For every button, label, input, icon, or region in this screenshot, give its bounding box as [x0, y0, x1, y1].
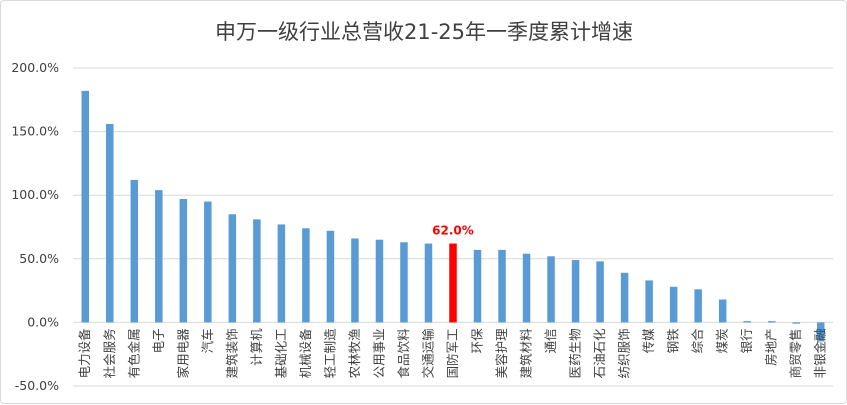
y-axis-ticks: -50.0% 0.0% 50.0% 100.0% 150.0% 200.0% [11, 60, 59, 393]
x-tick-label: 通信 [543, 328, 558, 353]
bar-房地产 [767, 321, 776, 323]
x-tick-label: 商贸零售 [788, 328, 803, 378]
x-tick-label: 传媒 [641, 328, 656, 354]
x-tick-label: 基础化工 [273, 328, 288, 378]
bar-电子 [155, 190, 163, 323]
data-labels: 62.0% [432, 224, 474, 238]
x-tick-label: 家用电器 [175, 328, 190, 379]
x-tick-label: 公用事业 [371, 328, 386, 378]
bar-计算机 [253, 219, 261, 323]
x-tick-label: 有色金属 [126, 328, 141, 378]
bar-基础化工 [277, 224, 286, 323]
x-tick-label: 纺织服饰 [617, 328, 632, 378]
bar-传媒 [645, 280, 653, 323]
x-tick-label: 银行 [739, 328, 754, 353]
x-tick-label: 计算机 [249, 328, 264, 366]
bar-综合 [694, 289, 702, 323]
bar-社会服务 [106, 123, 114, 323]
x-tick-label: 轻工制造 [322, 328, 337, 379]
y-tick-label: 200.0% [11, 60, 59, 75]
y-tick-label: -50.0% [15, 378, 59, 393]
x-tick-label: 建筑装饰 [224, 328, 239, 378]
x-tick-label: 国防军工 [445, 328, 460, 378]
bar-机械设备 [302, 228, 310, 323]
x-tick-label: 农林牧渔 [347, 328, 362, 378]
bar-食品饮料 [400, 242, 408, 323]
bar-美容护理 [498, 249, 506, 323]
bar-轻工制造 [326, 230, 335, 323]
x-tick-label: 环保 [470, 328, 485, 354]
bar-非银金融 [816, 322, 825, 342]
bar-国防军工 [449, 243, 457, 323]
x-tick-label: 钢铁 [666, 328, 681, 354]
x-tick-label: 医药生物 [568, 328, 583, 378]
bar-通信 [547, 256, 555, 323]
bar-商贸零售 [792, 322, 800, 324]
data-label: 62.0% [432, 224, 474, 238]
bar-银行 [743, 321, 751, 323]
bar-医药生物 [571, 260, 580, 323]
bar-农林牧渔 [351, 238, 359, 323]
x-tick-label: 石油石化 [592, 328, 607, 379]
y-tick-label: 100.0% [11, 187, 59, 202]
x-tick-label: 房地产 [764, 328, 779, 366]
bar-纺织服饰 [620, 272, 629, 323]
bar-交通运输 [424, 243, 433, 323]
bar-汽车 [204, 201, 212, 323]
bar-钢铁 [669, 286, 678, 323]
x-tick-label: 美容护理 [494, 328, 509, 379]
bar-电力设备 [81, 90, 90, 323]
x-tick-label: 机械设备 [298, 328, 313, 379]
x-tick-label: 综合 [690, 328, 705, 354]
x-tick-label: 非银金融 [813, 328, 828, 379]
x-tick-label: 交通运输 [420, 328, 435, 379]
bar-建筑装饰 [228, 214, 237, 323]
bar-有色金属 [130, 179, 139, 323]
x-tick-label: 汽车 [200, 328, 215, 353]
x-tick-label: 电力设备 [77, 328, 92, 379]
x-tick-label: 电子 [151, 328, 166, 353]
y-tick-label: 0.0% [27, 314, 59, 329]
bar-环保 [473, 249, 482, 323]
bar-煤炭 [718, 299, 727, 323]
y-tick-label: 50.0% [19, 251, 59, 266]
bar-公用事业 [375, 239, 384, 323]
bars [81, 90, 825, 342]
x-tick-label: 煤炭 [715, 328, 730, 353]
bar-建筑材料 [522, 253, 531, 323]
bar-家用电器 [179, 199, 188, 323]
x-axis-ticks: 电力设备 社会服务 有色金属 电子 家用电器 汽车 建筑装饰 计算机 基础化工 机械设备 轻工制造农… [77, 328, 827, 379]
x-tick-label: 社会服务 [102, 328, 117, 378]
y-tick-label: 150.0% [11, 124, 59, 139]
chart-title: 申万一级行业总营收21-25年一季度累计增速 [215, 20, 633, 44]
bar-石油石化 [596, 261, 604, 323]
x-tick-label: 食品饮料 [396, 328, 411, 379]
x-tick-label: 建筑材料 [519, 328, 534, 379]
